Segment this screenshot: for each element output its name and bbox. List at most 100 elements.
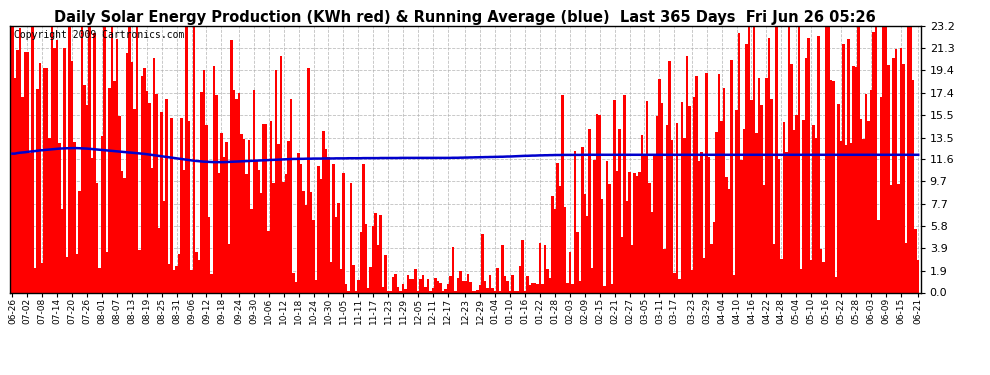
Bar	[512, 275, 514, 292]
Bar	[842, 44, 844, 292]
Bar	[788, 26, 790, 292]
Bar	[777, 159, 780, 292]
Bar	[591, 267, 593, 292]
Bar	[228, 244, 230, 292]
Bar	[494, 291, 496, 292]
Bar	[78, 191, 81, 292]
Bar	[165, 99, 168, 292]
Bar	[693, 97, 696, 292]
Bar	[255, 161, 257, 292]
Bar	[509, 291, 512, 292]
Bar	[178, 254, 180, 292]
Bar	[300, 164, 302, 292]
Bar	[745, 44, 747, 292]
Bar	[548, 278, 551, 292]
Bar	[859, 119, 862, 292]
Bar	[163, 201, 165, 292]
Bar	[238, 93, 241, 292]
Bar	[58, 143, 61, 292]
Bar	[454, 291, 456, 292]
Bar	[563, 207, 566, 292]
Bar	[252, 90, 255, 292]
Bar	[394, 274, 397, 292]
Bar	[626, 201, 629, 292]
Bar	[808, 38, 810, 292]
Bar	[215, 95, 218, 292]
Bar	[665, 125, 668, 292]
Bar	[367, 288, 369, 292]
Bar	[818, 36, 820, 292]
Bar	[747, 26, 750, 292]
Bar	[451, 248, 454, 292]
Bar	[280, 56, 282, 292]
Bar	[621, 237, 624, 292]
Bar	[257, 170, 260, 292]
Bar	[198, 260, 200, 292]
Bar	[815, 138, 818, 292]
Bar	[98, 268, 101, 292]
Bar	[882, 26, 885, 292]
Bar	[782, 122, 785, 292]
Bar	[233, 90, 235, 292]
Title: Daily Solar Energy Production (KWh red) & Running Average (blue)  Last 365 Days : Daily Solar Energy Production (KWh red) …	[54, 10, 876, 25]
Bar	[892, 58, 895, 292]
Bar	[113, 81, 116, 292]
Bar	[407, 275, 409, 292]
Bar	[340, 269, 343, 292]
Bar	[601, 199, 604, 292]
Bar	[663, 249, 665, 292]
Bar	[524, 291, 527, 292]
Bar	[593, 160, 596, 292]
Bar	[205, 125, 208, 292]
Bar	[912, 80, 915, 292]
Bar	[586, 216, 588, 292]
Bar	[295, 282, 297, 292]
Bar	[260, 194, 262, 292]
Bar	[852, 66, 854, 292]
Bar	[372, 225, 374, 292]
Text: Copyright 2009 Cartronics.com: Copyright 2009 Cartronics.com	[15, 30, 185, 40]
Bar	[422, 275, 425, 292]
Bar	[437, 281, 440, 292]
Bar	[354, 291, 357, 292]
Bar	[158, 228, 160, 292]
Bar	[16, 50, 19, 292]
Bar	[683, 138, 685, 292]
Bar	[419, 279, 422, 292]
Bar	[49, 138, 50, 292]
Bar	[828, 26, 830, 292]
Bar	[312, 220, 315, 292]
Bar	[915, 230, 917, 292]
Bar	[476, 290, 479, 292]
Bar	[522, 240, 524, 292]
Bar	[506, 282, 509, 292]
Bar	[53, 48, 56, 292]
Bar	[31, 26, 34, 292]
Bar	[432, 288, 435, 292]
Bar	[123, 178, 126, 292]
Bar	[449, 276, 451, 292]
Bar	[645, 101, 648, 292]
Bar	[160, 112, 163, 292]
Bar	[243, 139, 246, 292]
Bar	[780, 259, 782, 292]
Bar	[456, 278, 459, 292]
Bar	[537, 284, 539, 292]
Bar	[636, 176, 639, 292]
Bar	[435, 278, 437, 292]
Bar	[44, 69, 46, 292]
Bar	[195, 252, 198, 292]
Bar	[596, 114, 598, 292]
Bar	[874, 26, 877, 292]
Bar	[668, 62, 670, 292]
Bar	[103, 26, 106, 292]
Bar	[678, 279, 680, 292]
Bar	[501, 245, 504, 292]
Bar	[170, 117, 173, 292]
Bar	[333, 164, 335, 292]
Bar	[795, 115, 798, 292]
Bar	[68, 26, 71, 292]
Bar	[305, 205, 307, 292]
Bar	[282, 182, 285, 292]
Bar	[534, 283, 537, 292]
